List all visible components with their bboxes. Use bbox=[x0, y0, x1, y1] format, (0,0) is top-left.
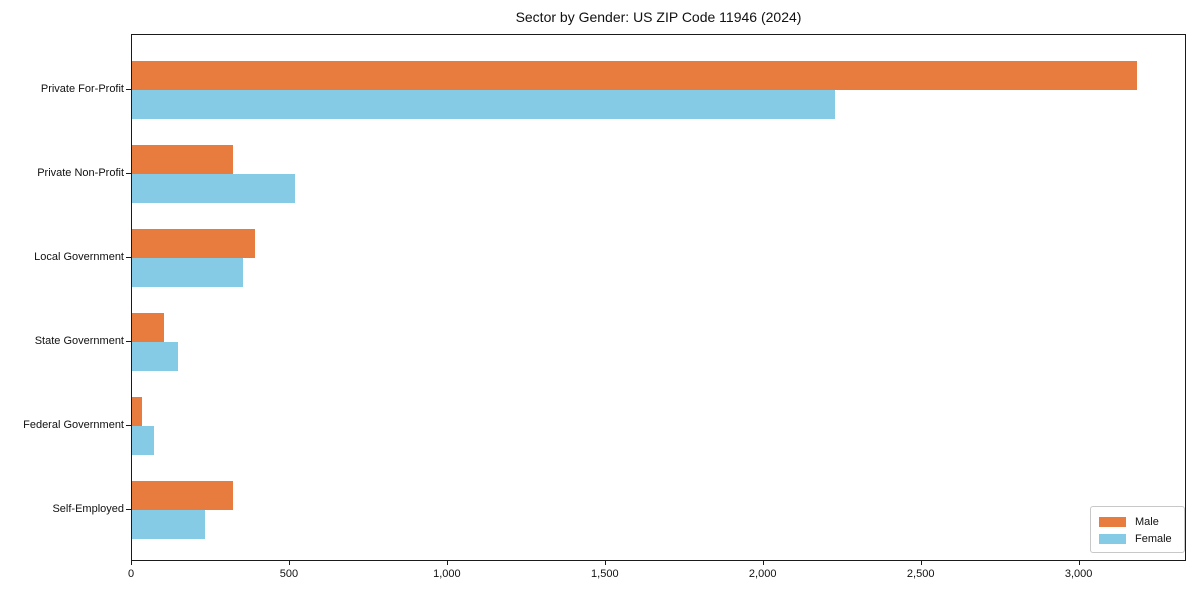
bar-female-1 bbox=[132, 90, 835, 119]
legend-label: Female bbox=[1135, 532, 1172, 545]
bar-female-4 bbox=[132, 342, 178, 371]
bar-male-5 bbox=[132, 397, 143, 426]
legend: Male Female bbox=[1090, 506, 1185, 553]
plot-area bbox=[131, 34, 1186, 561]
y-tick-mark bbox=[126, 509, 131, 510]
y-tick-label: State Government bbox=[34, 335, 124, 347]
bar-male-2 bbox=[132, 145, 234, 174]
y-tick-mark bbox=[126, 89, 131, 90]
x-tick-mark bbox=[762, 561, 764, 565]
y-tick-label: Self-Employed bbox=[52, 503, 124, 515]
x-tick-mark bbox=[131, 561, 132, 565]
x-tick-label: 2,000 bbox=[748, 568, 777, 580]
legend-swatch-female bbox=[1099, 533, 1126, 544]
x-tick-label: 0 bbox=[127, 568, 135, 580]
bar-female-2 bbox=[132, 174, 295, 203]
bar-male-3 bbox=[132, 229, 256, 258]
y-tick-mark bbox=[126, 341, 131, 342]
x-tick-label: 1,000 bbox=[433, 568, 461, 580]
x-tick-mark bbox=[1078, 561, 1080, 565]
bar-male-6 bbox=[132, 481, 234, 510]
x-tick-label: 3,000 bbox=[1064, 568, 1093, 580]
x-tick-label: 1,500 bbox=[591, 568, 619, 580]
bar-female-6 bbox=[132, 510, 205, 539]
y-tick-label: Private For-Profit bbox=[40, 83, 124, 95]
y-tick-label: Private Non-Profit bbox=[37, 167, 124, 179]
x-tick-label: 500 bbox=[279, 568, 299, 580]
bar-female-5 bbox=[132, 426, 155, 455]
x-tick-mark bbox=[446, 561, 448, 565]
x-tick-label: 2,500 bbox=[906, 568, 935, 580]
x-tick-mark bbox=[604, 561, 606, 565]
y-tick-label: Federal Government bbox=[23, 419, 124, 431]
legend-entry-female: Female bbox=[1099, 530, 1176, 547]
bar-male-4 bbox=[132, 313, 164, 342]
x-tick-mark bbox=[920, 561, 922, 565]
chart-title: Sector by Gender: US ZIP Code 11946 (202… bbox=[515, 9, 802, 25]
legend-entry-male: Male bbox=[1099, 513, 1176, 530]
bar-male-1 bbox=[132, 61, 1137, 90]
legend-swatch-male bbox=[1099, 516, 1126, 527]
y-tick-label: Local Government bbox=[34, 251, 124, 263]
bar-female-3 bbox=[132, 258, 243, 287]
legend-label: Male bbox=[1135, 515, 1159, 528]
y-tick-mark bbox=[126, 173, 131, 174]
y-tick-mark bbox=[126, 425, 131, 426]
y-tick-mark bbox=[126, 257, 131, 258]
x-tick-mark bbox=[288, 561, 290, 565]
